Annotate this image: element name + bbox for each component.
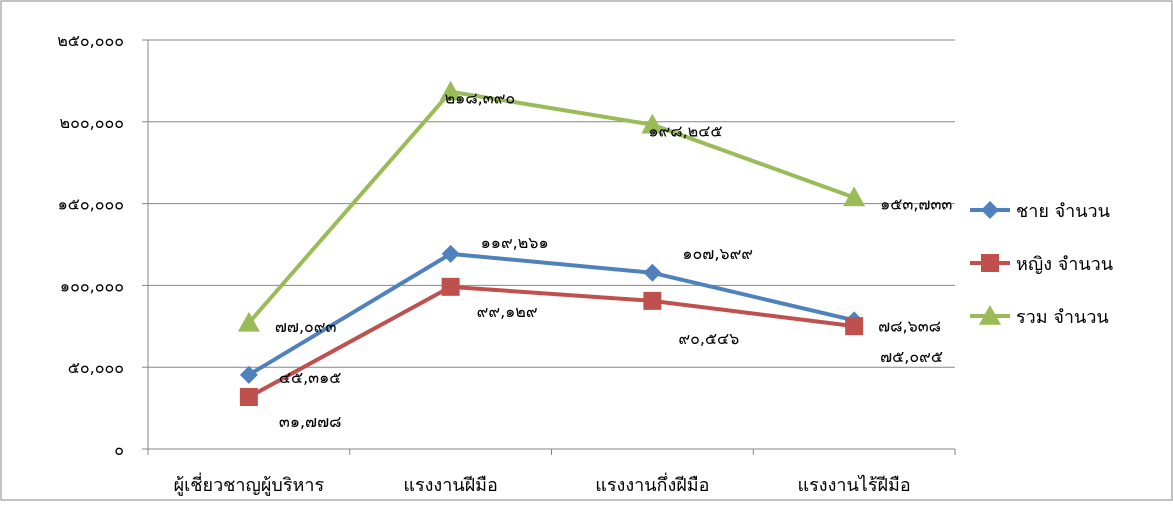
data-label: ๑๐๗,๖๙๙ xyxy=(682,244,753,263)
y-tick-label: ๑๕๐,๐๐๐ xyxy=(58,195,124,214)
legend-entry: หญิง จำนวน xyxy=(970,254,1113,275)
data-label: ๑๕๓,๗๓๓ xyxy=(880,194,952,213)
legend-marker xyxy=(981,201,999,219)
data-point xyxy=(843,186,866,207)
series-layer xyxy=(237,80,866,407)
series-2 xyxy=(239,277,864,407)
data-point xyxy=(641,113,664,134)
legend-label: ชาย จำนวน xyxy=(1016,201,1110,222)
legend-label: รวม จำนวน xyxy=(1016,307,1109,328)
data-label: ๗๘,๖๓๘ xyxy=(878,316,941,335)
legend-marker xyxy=(979,305,1001,325)
data-label: ๑๑๙,๒๖๑ xyxy=(481,233,549,252)
y-tick-label: ๐ xyxy=(114,440,124,459)
data-label: ๔๕,๓๑๕ xyxy=(279,368,342,387)
data-point xyxy=(237,311,260,332)
x-tick-label: แรงงานฝีมือ xyxy=(403,475,497,496)
data-point xyxy=(845,317,864,336)
data-point xyxy=(441,277,460,296)
series-3 xyxy=(237,80,866,332)
data-label: ๗๕,๐๙๕ xyxy=(880,347,943,366)
x-tick-label: แรงงานกึ่งฝีมือ xyxy=(595,472,709,496)
data-label: ๙๙,๑๒๙ xyxy=(477,302,538,321)
data-label: ๗๗,๐๙๓ xyxy=(275,317,337,336)
series-line xyxy=(247,284,855,399)
y-tick-label: ๕๐,๐๐๐ xyxy=(68,358,124,377)
data-label: ๙๐,๕๔๖ xyxy=(678,329,739,348)
legend-label: หญิง จำนวน xyxy=(1016,254,1113,275)
legend-entry: ชาย จำนวน xyxy=(970,201,1110,222)
data-point xyxy=(239,388,258,407)
data-point xyxy=(439,80,462,101)
y-tick-label: ๒๐๐,๐๐๐ xyxy=(60,113,124,132)
legend-marker xyxy=(981,254,999,272)
data-point xyxy=(643,263,662,282)
series-line xyxy=(247,89,855,325)
data-label: ๑๙๘,๒๔๕ xyxy=(648,122,722,141)
series-1 xyxy=(239,244,864,384)
data-label: ๓๑,๗๗๘ xyxy=(279,412,342,431)
x-tick-label: ผู้เชี่ยวชาญผู้บริหาร xyxy=(174,472,325,496)
data-point xyxy=(643,291,662,310)
series-line xyxy=(247,251,855,377)
x-tick-label: แรงงานไร้ฝีมือ xyxy=(798,474,911,496)
data-point xyxy=(441,244,460,263)
data-label: ๒๑๘,๓๙๐ xyxy=(445,89,516,108)
legend-entry: รวม จำนวน xyxy=(970,305,1109,328)
y-tick-label: ๑๐๐,๐๐๐ xyxy=(60,276,124,295)
y-tick-label: ๒๕๐,๐๐๐ xyxy=(57,31,124,50)
axes: ๐ ๕๐,๐๐๐ ๑๐๐,๐๐๐ ๑๕๐,๐๐๐ ๒๐๐,๐๐๐ ๒๕๐,๐๐๐ผู้เช… xyxy=(57,31,956,496)
data-point xyxy=(239,365,258,384)
